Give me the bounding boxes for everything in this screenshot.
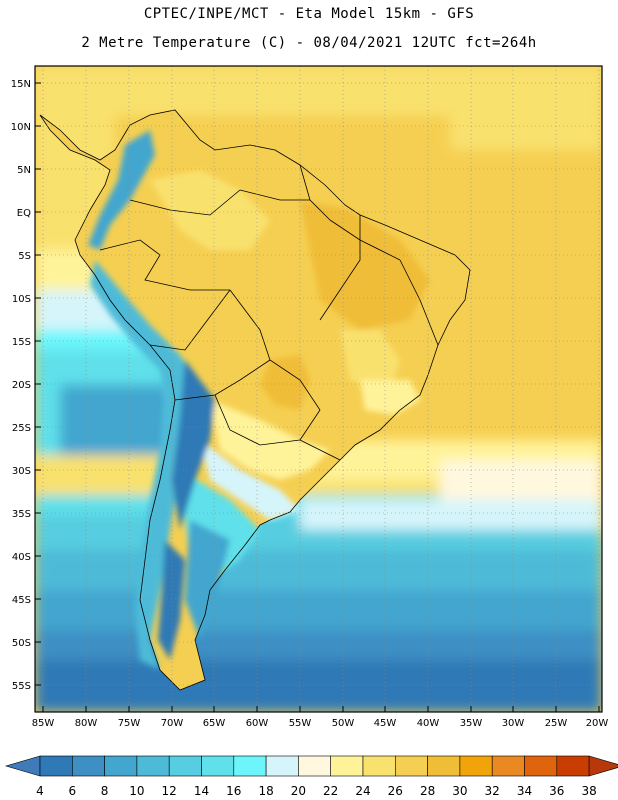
colorbar-swatch — [136, 755, 170, 777]
lat-label: 30S — [12, 466, 31, 477]
colorbar-level-label: 24 — [355, 784, 370, 798]
colorbar-swatch — [72, 755, 105, 777]
colorbar-level-label: 28 — [420, 784, 435, 798]
colorbar-swatch — [524, 755, 558, 777]
lon-label: 85W — [32, 718, 55, 729]
colorbar-swatch — [201, 755, 235, 777]
colorbar-swatch — [362, 755, 396, 777]
colorbar-level-label: 10 — [129, 784, 144, 798]
colorbar-swatch — [168, 755, 202, 777]
lat-label: 35S — [12, 509, 31, 520]
colorbar-level-label: 4 — [36, 784, 44, 798]
country-borders — [39, 109, 471, 691]
map-title-line2: 2 Metre Temperature (C) - 08/04/2021 12U… — [81, 35, 537, 51]
lat-label: EQ — [17, 208, 31, 219]
lon-label: 60W — [246, 718, 269, 729]
colorbar-level-label: 14 — [194, 784, 209, 798]
lat-label: 5N — [17, 165, 31, 176]
colorbar-level-label: 16 — [226, 784, 241, 798]
colorbar-level-label: 6 — [68, 784, 76, 798]
lon-label: 35W — [460, 718, 483, 729]
colorbar-swatch — [459, 755, 493, 777]
colorbar-arrow-high — [588, 755, 618, 777]
lon-label: 45W — [374, 718, 397, 729]
latitude-labels: 15N 10N 5N EQ 5S 10S 15S 20S 25S 30S 35S… — [11, 79, 31, 692]
colorbar-level-label: 36 — [549, 784, 564, 798]
colorbar-level-label: 26 — [388, 784, 403, 798]
lat-label: 55S — [12, 681, 31, 692]
lon-label: 65W — [203, 718, 226, 729]
lat-label: 20S — [12, 380, 31, 391]
lat-label: 5S — [18, 251, 31, 262]
graticule — [35, 66, 602, 712]
colorbar-level-label: 12 — [162, 784, 177, 798]
colorbar-level-label: 8 — [101, 784, 109, 798]
colorbar-swatch — [104, 755, 138, 777]
colorbar-level-label: 18 — [258, 784, 273, 798]
colorbar-swatch — [233, 755, 267, 777]
lon-label: 25W — [545, 718, 568, 729]
lat-label: 50S — [12, 638, 31, 649]
axis-ticks — [35, 82, 600, 712]
lon-label: 50W — [332, 718, 355, 729]
lon-label: 80W — [75, 718, 98, 729]
map-frame — [34, 65, 603, 713]
colorbar-swatch — [330, 755, 364, 777]
lat-label: 45S — [12, 595, 31, 606]
colorbar-swatch — [491, 755, 525, 777]
lon-label: 30W — [502, 718, 525, 729]
lon-label: 70W — [161, 718, 184, 729]
temperature-colorbar: 4 6 8 10 12 14 16 18 20 22 24 26 28 30 32 34 36 38 — [4, 755, 618, 798]
lon-label: 55W — [289, 718, 312, 729]
lon-label: 20W — [586, 718, 609, 729]
lat-label: 25S — [12, 423, 31, 434]
lat-label: 10S — [12, 294, 31, 305]
colorbar-swatch — [556, 755, 590, 777]
colorbar-level-label: 30 — [452, 784, 467, 798]
lat-label: 40S — [12, 552, 31, 563]
lon-label: 40W — [417, 718, 440, 729]
lon-label: 75W — [118, 718, 141, 729]
colorbar-level-label: 22 — [323, 784, 338, 798]
colorbar-swatch — [39, 755, 73, 777]
colorbar-arrow-low — [4, 755, 41, 777]
lat-label: 10N — [11, 122, 31, 133]
colorbar-swatch — [427, 755, 461, 777]
colorbar-level-label: 38 — [581, 784, 596, 798]
colorbar-swatch — [394, 755, 428, 777]
colorbar-level-label: 34 — [517, 784, 532, 798]
lat-label: 15N — [11, 79, 31, 90]
temperature-field — [35, 66, 602, 712]
longitude-labels: 85W 80W 75W 70W 65W 60W 55W 50W 45W 40W … — [32, 718, 609, 729]
lat-label: 15S — [12, 337, 31, 348]
map-title-line1: CPTEC/INPE/MCT - Eta Model 15km - GFS — [143, 6, 475, 22]
colorbar-swatch — [265, 755, 299, 777]
colorbar-swatch — [298, 755, 331, 777]
colorbar-level-label: 32 — [485, 784, 500, 798]
colorbar-level-label: 20 — [291, 784, 306, 798]
